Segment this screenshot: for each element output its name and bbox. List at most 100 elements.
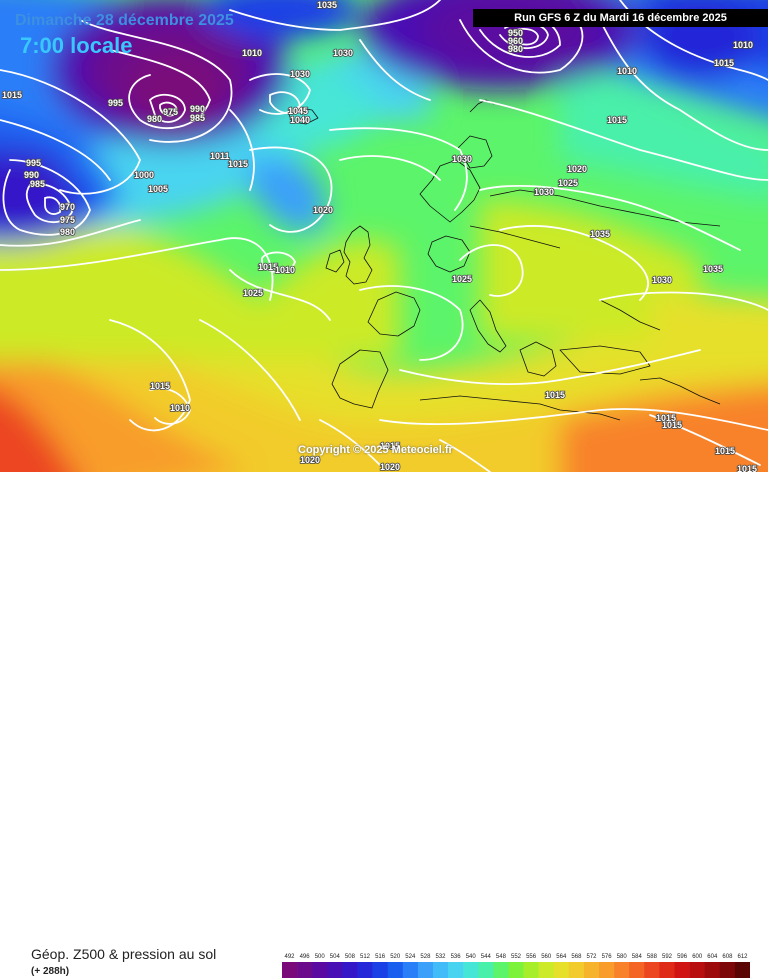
legend-swatch — [417, 962, 434, 978]
isobar-label: 1010 — [170, 403, 190, 413]
isobar-label: 1030 — [290, 69, 310, 79]
legend-swatch — [659, 962, 675, 978]
isobars — [0, 0, 768, 472]
lead-time: (+ 288h) — [31, 966, 70, 977]
isobar-label: 1015 — [380, 441, 400, 451]
isobar-label: 1005 — [148, 184, 168, 194]
isobar-label: 985 — [30, 179, 45, 189]
legend-swatch — [463, 962, 479, 978]
isobar-label: 960 — [508, 36, 523, 46]
isobar-label: 975 — [163, 107, 178, 117]
isobar-label: 980 — [508, 44, 523, 54]
isobar-label: 1030 — [333, 48, 353, 58]
isobar-label: 1035 — [703, 264, 723, 274]
legend-swatch — [553, 962, 570, 978]
isobar-label: 1011 — [210, 151, 230, 161]
legend-value: 580 — [617, 954, 628, 960]
legend-swatch — [312, 962, 328, 978]
isobar-label: 1045 — [288, 106, 308, 116]
legend-swatch — [568, 962, 585, 978]
legend-swatch — [614, 962, 630, 978]
isobar-label: 1015 — [662, 420, 682, 430]
legend-value: 528 — [420, 954, 431, 960]
isobar-label: 1015 — [2, 90, 22, 100]
legend-swatch — [704, 962, 721, 978]
legend-swatch — [478, 962, 494, 978]
isobar-labels: 1035 1010 1030 1010 1030 995 975 980 990… — [1, 0, 758, 472]
isobar-label: 990 — [24, 170, 39, 180]
isobar-label: 985 — [190, 113, 205, 123]
isobar-label: 1035 — [317, 0, 337, 10]
legend-swatch — [282, 962, 298, 978]
isobar-label: 1020 — [313, 205, 333, 215]
isobar-label: 1015 — [150, 381, 170, 391]
legend-value: 540 — [466, 954, 477, 960]
legend-swatch — [599, 962, 615, 978]
legend-swatch — [719, 962, 736, 978]
color-scale-legend: 492 496 500 504 508 512 516 520 524 528 532 536 540 5… — [282, 954, 750, 978]
legend-value: 600 — [692, 954, 703, 960]
legend-swatch — [508, 962, 524, 978]
isobar-label: 1015 — [737, 464, 757, 472]
isobar-label: 980 — [60, 227, 75, 237]
legend-swatch — [629, 962, 645, 978]
isobar-label: 1025 — [243, 288, 263, 298]
legend-swatch — [357, 962, 373, 978]
isobar-label: 1035 — [590, 229, 610, 239]
legend-swatch — [387, 962, 404, 978]
legend-value: 512 — [360, 954, 371, 960]
isobar-label: 1025 — [452, 274, 472, 284]
legend-value: 536 — [451, 954, 462, 960]
legend-swatch — [402, 962, 419, 978]
isobar-label: 1030 — [452, 154, 472, 164]
legend-swatch — [644, 962, 660, 978]
isobar-label: 1015 — [607, 115, 627, 125]
legend-swatch — [538, 962, 554, 978]
legend-value: 520 — [390, 954, 401, 960]
legend-swatch — [674, 962, 690, 978]
isobar-label: 995 — [26, 158, 41, 168]
isobar-label: 970 — [60, 202, 75, 212]
copyright-notice: Copyright © 2025 Meteociel.fr — [298, 444, 453, 456]
isobar-label: 1030 — [652, 275, 672, 285]
legend-swatch — [448, 962, 464, 978]
isobar-label: 1020 — [567, 164, 587, 174]
footer-bar: Géop. Z500 & pression au sol (+ 288h) 49… — [0, 472, 768, 978]
legend-value: 608 — [722, 954, 733, 960]
legend-value: 504 — [330, 954, 341, 960]
legend-value: 576 — [602, 954, 613, 960]
legend-value: 560 — [541, 954, 552, 960]
model-run-banner: Run GFS 6 Z du Mardi 16 décembre 2025 — [473, 9, 768, 27]
isobar-label: 1015 — [228, 159, 248, 169]
isobar-label: 1015 — [656, 413, 676, 423]
legend-value: 604 — [707, 954, 718, 960]
legend-value: 592 — [662, 954, 673, 960]
legend-swatch — [523, 962, 539, 978]
isobar-label: 1010 — [733, 40, 753, 50]
isobar-label: 1020 — [380, 462, 400, 472]
legend-value: 548 — [496, 954, 507, 960]
isobar-label: 1015 — [715, 446, 735, 456]
isobar-label: 980 — [147, 114, 162, 124]
legend-value: 532 — [435, 954, 446, 960]
legend-value: 544 — [481, 954, 492, 960]
legend-value: 524 — [405, 954, 416, 960]
legend-swatch — [493, 962, 509, 978]
legend-value: 584 — [632, 954, 643, 960]
legend-value: 612 — [737, 954, 748, 960]
legend-swatch — [689, 962, 705, 978]
isobar-label: 1015 — [545, 390, 565, 400]
isobar-label: 975 — [60, 215, 75, 225]
legend-value: 564 — [556, 954, 567, 960]
isobar-label: 950 — [508, 28, 523, 38]
forecast-date: Dimanche 28 décembre 2025 — [15, 12, 234, 29]
legend-value: 496 — [300, 954, 311, 960]
forecast-time: 7:00 locale — [20, 33, 133, 58]
isobar-label: 1010 — [275, 265, 295, 275]
product-title: Géop. Z500 & pression au sol — [31, 946, 217, 962]
legend-swatch — [433, 962, 449, 978]
isobar-label: 990 — [190, 104, 205, 114]
isobar-label: 1000 — [134, 170, 154, 180]
isobar-label: 1030 — [534, 187, 554, 197]
